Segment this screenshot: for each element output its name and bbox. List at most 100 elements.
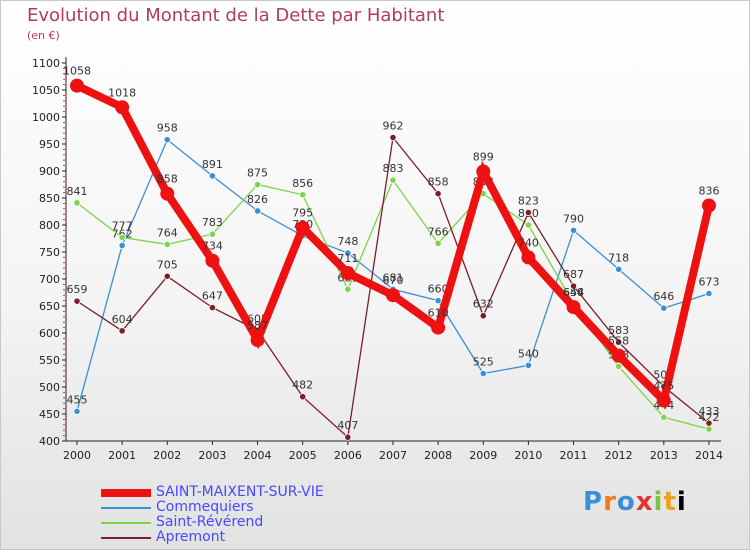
x-tick-label: 2001 xyxy=(108,449,136,462)
data-point xyxy=(163,240,171,249)
y-tick-label: 800 xyxy=(39,219,60,232)
y-tick-label: 600 xyxy=(39,327,60,340)
data-point xyxy=(476,164,491,179)
data-label: 455 xyxy=(67,393,88,406)
data-point xyxy=(705,425,713,433)
data-label: 734 xyxy=(202,240,223,253)
legend-label: SAINT-MAIXENT-SUR-VIE xyxy=(156,484,324,500)
data-point xyxy=(340,266,355,281)
y-tick-label: 500 xyxy=(39,381,60,394)
data-label: 962 xyxy=(382,120,403,133)
data-label: 632 xyxy=(473,298,494,311)
data-point xyxy=(118,327,126,335)
chart-title: Evolution du Montant de la Dette par Hab… xyxy=(27,5,445,26)
data-label: 407 xyxy=(337,419,358,432)
data-point xyxy=(660,304,668,312)
data-point xyxy=(160,186,175,201)
x-tick-label: 2012 xyxy=(605,449,633,462)
data-point xyxy=(431,320,446,335)
data-label: 841 xyxy=(67,185,88,198)
data-label: 856 xyxy=(292,177,313,190)
y-tick-label: 550 xyxy=(39,354,60,367)
data-point xyxy=(163,272,171,280)
data-point xyxy=(163,136,171,144)
data-label: 604 xyxy=(112,313,133,326)
data-label: 610 xyxy=(428,307,449,320)
data-point xyxy=(566,300,581,315)
data-label: 681 xyxy=(382,271,403,284)
data-point xyxy=(299,191,307,199)
y-tick-label: 750 xyxy=(39,246,60,259)
data-label: 583 xyxy=(608,324,629,337)
data-label: 1018 xyxy=(108,86,136,99)
y-tick-label: 650 xyxy=(39,300,60,313)
data-label: 823 xyxy=(518,195,539,208)
legend-swatch xyxy=(101,488,151,497)
data-label: 687 xyxy=(563,268,584,281)
data-label: 587 xyxy=(247,319,268,332)
data-point xyxy=(524,208,533,217)
data-point xyxy=(344,249,352,257)
series-line xyxy=(76,178,710,430)
x-tick-label: 2009 xyxy=(469,449,497,462)
legend-swatch xyxy=(101,506,151,509)
y-tick-label: 1050 xyxy=(32,84,60,97)
data-label: 858 xyxy=(428,176,449,189)
data-point xyxy=(611,348,626,363)
chart-unit: (en €) xyxy=(27,29,60,42)
data-label: 433 xyxy=(698,405,719,418)
data-point xyxy=(73,297,81,305)
data-point xyxy=(569,226,578,234)
data-point xyxy=(434,296,442,305)
legend-item: Saint-Révérend xyxy=(101,514,461,530)
data-point xyxy=(615,265,623,273)
x-tick-label: 2000 xyxy=(63,449,91,462)
data-label: 705 xyxy=(157,258,178,271)
data-point xyxy=(434,190,442,198)
data-point xyxy=(434,239,442,247)
data-point xyxy=(479,312,487,320)
data-point xyxy=(253,180,262,189)
x-tick-label: 2008 xyxy=(424,449,452,462)
data-label: 783 xyxy=(202,216,223,229)
legend-label: Saint-Révérend xyxy=(156,514,264,530)
data-label: 647 xyxy=(202,290,223,303)
data-point xyxy=(389,133,397,142)
data-label: 1058 xyxy=(63,65,91,78)
data-point xyxy=(118,233,126,242)
data-point xyxy=(524,361,533,369)
data-point xyxy=(205,253,220,268)
data-point xyxy=(208,172,217,180)
data-point xyxy=(479,369,487,378)
x-tick-label: 2011 xyxy=(560,449,588,462)
data-label: 482 xyxy=(292,379,313,392)
data-label: 673 xyxy=(698,276,719,289)
data-point xyxy=(295,220,310,235)
data-point xyxy=(208,304,217,312)
data-label: 660 xyxy=(428,283,449,296)
proxiti-logo: Proxiti xyxy=(583,487,687,517)
data-point xyxy=(705,419,713,427)
data-label: 718 xyxy=(608,251,629,264)
data-label: 958 xyxy=(157,122,178,135)
data-point xyxy=(389,176,397,184)
data-label: 525 xyxy=(473,356,494,369)
data-label: 875 xyxy=(247,167,268,180)
y-tick-label: 400 xyxy=(39,435,60,448)
data-label: 766 xyxy=(428,225,449,238)
data-point xyxy=(70,78,84,93)
data-point xyxy=(250,333,265,348)
y-tick-label: 1000 xyxy=(32,111,60,124)
legend-item: SAINT-MAIXENT-SUR-VIE xyxy=(101,484,461,500)
data-point xyxy=(656,393,671,408)
data-label: 558 xyxy=(608,335,629,348)
data-label: 422 xyxy=(698,411,719,424)
data-point xyxy=(660,413,668,421)
data-point xyxy=(344,433,352,441)
legend-label: Commequiers xyxy=(156,499,254,515)
data-label: 836 xyxy=(698,185,719,198)
x-tick-label: 2010 xyxy=(514,449,542,462)
data-label: 646 xyxy=(653,290,674,303)
